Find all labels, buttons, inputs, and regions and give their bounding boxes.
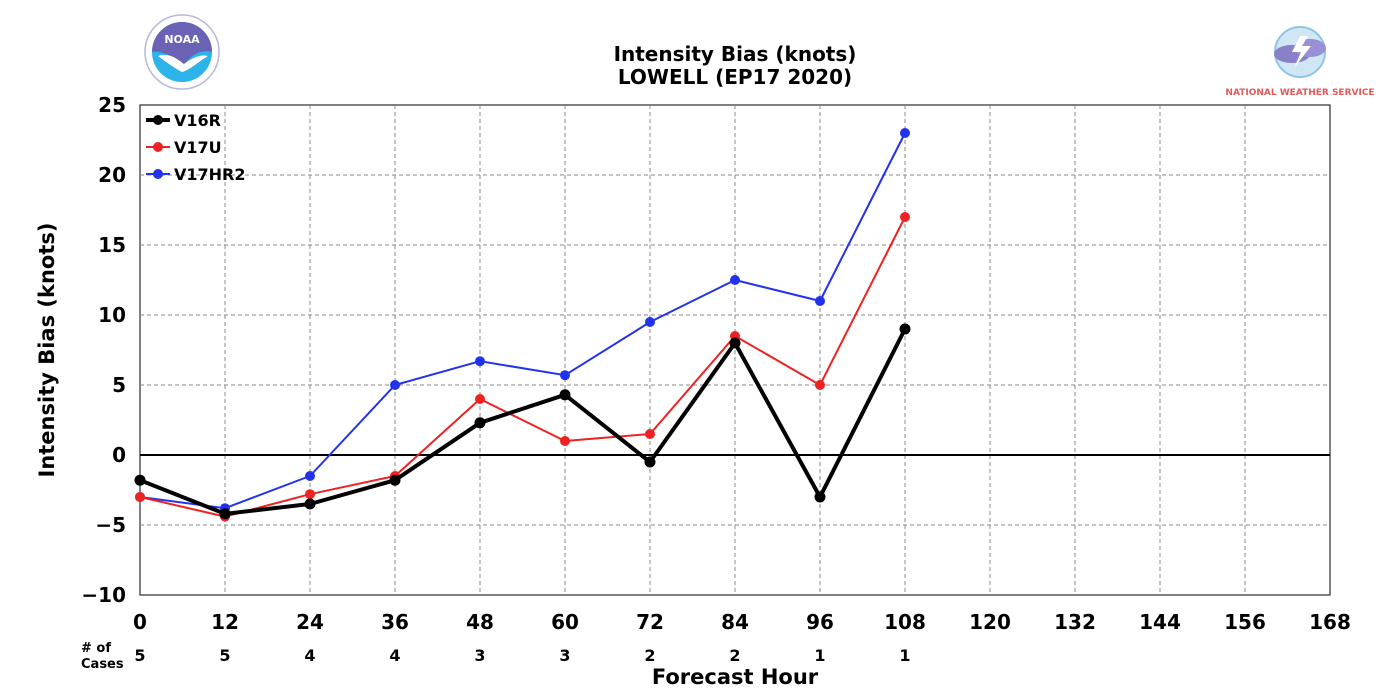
y-tick-label: 10 bbox=[98, 303, 126, 327]
x-tick-label: 36 bbox=[381, 610, 409, 634]
y-tick-label: 0 bbox=[112, 443, 126, 467]
data-point-v17u bbox=[475, 394, 485, 404]
data-point-v16r bbox=[304, 498, 316, 510]
data-point-v17hr2 bbox=[900, 128, 910, 138]
noaa-logo: NOAA bbox=[144, 14, 220, 90]
x-tick-label: 96 bbox=[806, 610, 834, 634]
data-point-v16r bbox=[134, 474, 146, 486]
data-point-v17u bbox=[560, 436, 570, 446]
y-tick-label: −10 bbox=[81, 583, 126, 607]
case-count: 3 bbox=[474, 646, 485, 665]
data-point-v16r bbox=[729, 337, 741, 349]
case-count: 5 bbox=[134, 646, 145, 665]
data-point-v16r bbox=[644, 456, 656, 468]
y-tick-label: 15 bbox=[98, 233, 126, 257]
x-tick-label: 156 bbox=[1224, 610, 1266, 634]
data-point-v17hr2 bbox=[475, 356, 485, 367]
x-tick-label: 108 bbox=[884, 610, 926, 634]
series-line-v17u bbox=[139, 216, 906, 518]
x-tick-label: 72 bbox=[636, 610, 664, 634]
y-axis-label: Intensity Bias (knots) bbox=[35, 223, 59, 478]
y-axis: 25 20 15 10 5 0 −10 −5 bbox=[81, 93, 126, 607]
x-tick-label: 120 bbox=[969, 610, 1011, 634]
series-line-v17hr2 bbox=[139, 132, 906, 510]
case-count: 1 bbox=[814, 646, 825, 665]
case-count: 4 bbox=[304, 646, 315, 665]
x-tick-label: 0 bbox=[133, 610, 147, 634]
data-point-v16r bbox=[559, 389, 571, 401]
nws-logo-text: NATIONAL WEATHER SERVICE bbox=[1225, 88, 1374, 98]
data-point-v17hr2 bbox=[305, 471, 315, 481]
x-tick-label: 60 bbox=[551, 610, 579, 634]
data-point-v16r bbox=[389, 474, 401, 486]
legend-marker-v17hr2 bbox=[153, 169, 163, 179]
x-axis: 0 12 24 36 48 60 72 84 96 108 120 132 14… bbox=[133, 610, 1351, 634]
data-point-v17u bbox=[815, 380, 825, 390]
chart-subtitle: LOWELL (EP17 2020) bbox=[618, 65, 852, 89]
legend-label-v16r: V16R bbox=[174, 111, 221, 130]
case-count: 3 bbox=[559, 646, 570, 665]
x-tick-label: 132 bbox=[1054, 610, 1096, 634]
data-point-v17hr2 bbox=[645, 317, 655, 327]
series-layer bbox=[134, 128, 911, 522]
legend-label-v17hr2: V17HR2 bbox=[174, 165, 246, 184]
x-tick-label: 24 bbox=[296, 610, 324, 634]
case-count: 2 bbox=[644, 646, 655, 665]
y-tick-label: 25 bbox=[98, 93, 126, 117]
data-point-v17hr2 bbox=[560, 370, 570, 381]
legend: V16R V17U V17HR2 bbox=[146, 111, 246, 184]
legend-marker-v17u bbox=[153, 142, 163, 152]
x-tick-label: 48 bbox=[466, 610, 494, 634]
legend-label-v17u: V17U bbox=[174, 138, 222, 157]
data-point-v16r bbox=[899, 323, 911, 335]
cases-row: # of Cases 5 5 4 4 3 3 2 2 1 1 bbox=[81, 641, 911, 672]
case-count: 2 bbox=[729, 646, 740, 665]
x-tick-label: 144 bbox=[1139, 610, 1181, 634]
data-point-v17u bbox=[900, 212, 910, 222]
data-point-v17u bbox=[135, 492, 145, 502]
case-count: 4 bbox=[389, 646, 400, 665]
data-point-v16r bbox=[814, 491, 826, 503]
y-tick-label: −5 bbox=[95, 513, 126, 537]
y-tick-label: 20 bbox=[98, 163, 126, 187]
x-axis-label: Forecast Hour bbox=[652, 665, 819, 689]
cases-label-line1: # of bbox=[81, 641, 111, 656]
x-tick-label: 84 bbox=[721, 610, 749, 634]
data-point-v16r bbox=[219, 508, 231, 520]
y-tick-label: 5 bbox=[112, 373, 126, 397]
data-point-v17u bbox=[305, 489, 315, 500]
case-count: 1 bbox=[899, 646, 910, 665]
data-point-v17hr2 bbox=[815, 296, 825, 306]
cases-label-line2: Cases bbox=[81, 657, 124, 672]
x-tick-label: 12 bbox=[211, 610, 239, 634]
data-point-v17u bbox=[645, 429, 655, 439]
legend-marker-v16r bbox=[153, 115, 163, 125]
data-point-v17hr2 bbox=[730, 275, 740, 285]
data-point-v16r bbox=[474, 417, 486, 429]
noaa-logo-text: NOAA bbox=[164, 33, 200, 46]
case-count: 5 bbox=[219, 646, 230, 665]
chart-title: Intensity Bias (knots) bbox=[614, 42, 857, 66]
nws-logo: NATIONAL WEATHER SERVICE bbox=[1225, 15, 1375, 98]
series-line-v16r bbox=[139, 328, 907, 516]
x-tick-label: 168 bbox=[1309, 610, 1351, 634]
data-point-v17hr2 bbox=[390, 380, 400, 390]
